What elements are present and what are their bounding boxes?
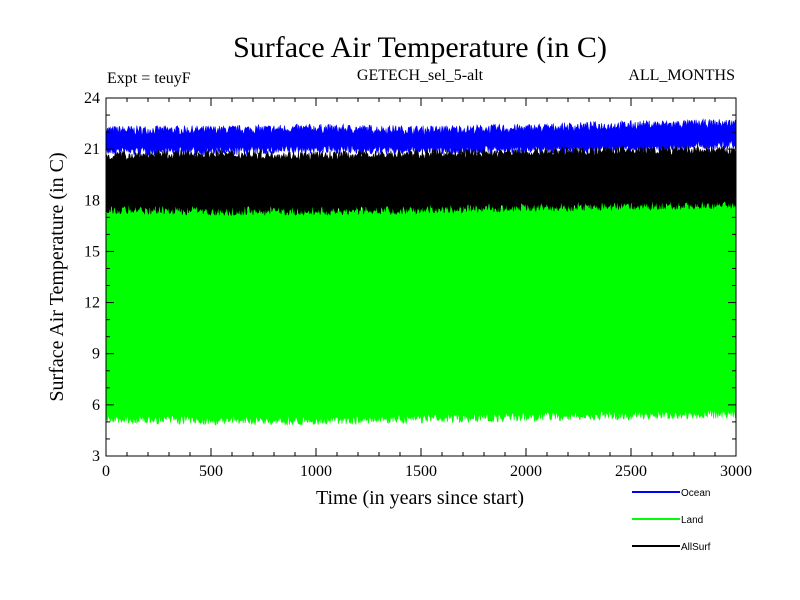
x-axis: 0 500 1000 1500 2000 2500 3000 bbox=[102, 98, 752, 480]
experiment-label: Expt = teuyF bbox=[107, 70, 191, 87]
series-band-ocean bbox=[105, 118, 737, 157]
legend-label-ocean: Ocean bbox=[681, 488, 710, 499]
x-tick-label: 1500 bbox=[405, 463, 437, 480]
y-tick-label: 18 bbox=[84, 192, 100, 209]
x-tick-label: 2000 bbox=[510, 463, 542, 480]
y-axis: 3 6 9 12 15 18 21 24 bbox=[84, 90, 736, 465]
y-tick-label: 12 bbox=[84, 295, 100, 312]
y-tick-label: 15 bbox=[84, 243, 100, 260]
legend-label-land: Land bbox=[681, 515, 703, 526]
y-tick-label: 21 bbox=[84, 141, 100, 158]
series-band-allsurf bbox=[105, 145, 737, 217]
y-tick-label: 3 bbox=[92, 448, 100, 465]
legend: Ocean Land AllSurf bbox=[632, 488, 711, 553]
y-tick-label: 9 bbox=[92, 346, 100, 363]
x-tick-label: 3000 bbox=[720, 463, 752, 480]
y-axis-label: Surface Air Temperature (in C) bbox=[46, 152, 68, 401]
chart-title: Surface Air Temperature (in C) bbox=[233, 31, 607, 64]
x-tick-label: 1000 bbox=[300, 463, 332, 480]
x-tick-label: 2500 bbox=[615, 463, 647, 480]
series-band-land bbox=[105, 197, 737, 427]
legend-label-allsurf: AllSurf bbox=[681, 542, 711, 553]
dataset-label: GETECH_sel_5-alt bbox=[357, 67, 484, 84]
months-label: ALL_MONTHS bbox=[628, 67, 735, 84]
x-axis-label: Time (in years since start) bbox=[316, 487, 524, 509]
x-tick-label: 0 bbox=[102, 463, 110, 480]
y-tick-label: 6 bbox=[92, 397, 100, 414]
plot-area bbox=[105, 118, 737, 427]
y-tick-label: 24 bbox=[84, 90, 100, 107]
x-tick-label: 500 bbox=[199, 463, 223, 480]
